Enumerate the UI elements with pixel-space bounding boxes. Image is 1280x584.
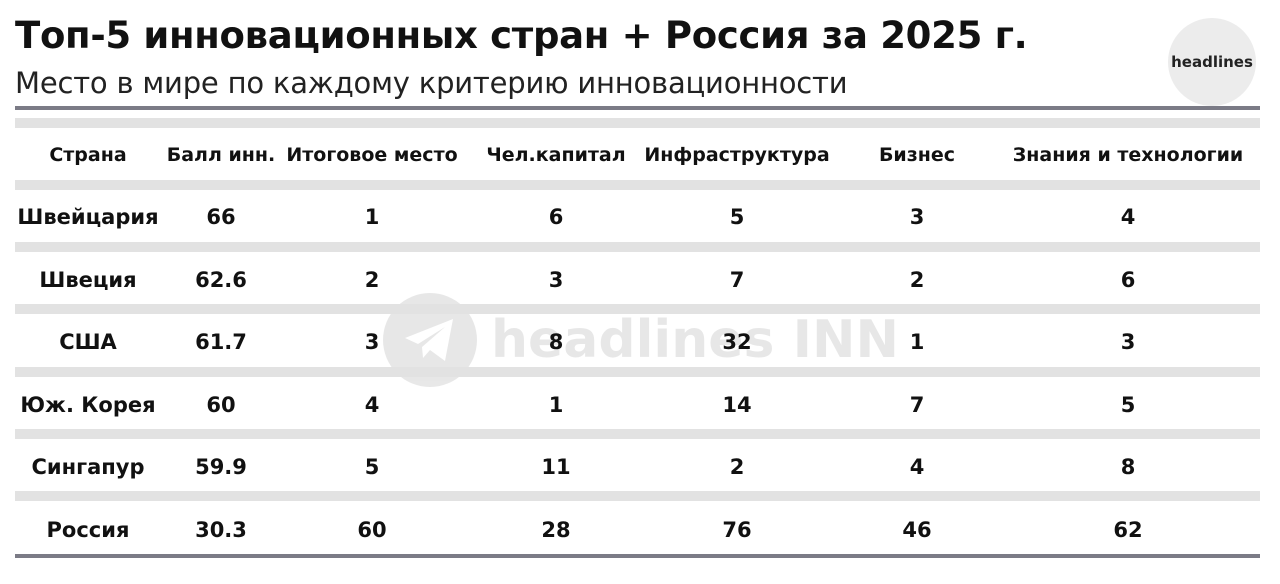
- table-cell: 62.6: [195, 268, 247, 292]
- table-cell: 61.7: [195, 330, 247, 354]
- page-title: Топ-5 инновационных стран + Россия за 20…: [15, 14, 1028, 57]
- country-name: Сингапур: [31, 455, 145, 479]
- table-cell: 8: [548, 330, 564, 354]
- row-separator: [15, 118, 1260, 128]
- table-cell: 5: [364, 455, 380, 479]
- table-cell: 46: [902, 518, 932, 542]
- column-header: Чел.капитал: [486, 144, 626, 166]
- table-cell: 6: [548, 205, 564, 229]
- table-cell: 28: [541, 518, 571, 542]
- country-name: США: [59, 330, 117, 354]
- table-cell: 3: [1120, 330, 1136, 354]
- row-separator: [15, 304, 1260, 314]
- table-cell: 14: [722, 393, 752, 417]
- table-cell: 11: [541, 455, 571, 479]
- table-cell: 60: [357, 518, 387, 542]
- table-cell: 3: [364, 330, 380, 354]
- page-subtitle: Место в мире по каждому критерию инновац…: [15, 66, 848, 100]
- table-cell: 2: [364, 268, 380, 292]
- country-name: Швеция: [39, 268, 137, 292]
- table-cell: 7: [729, 268, 745, 292]
- table-cell: 1: [364, 205, 380, 229]
- table-cell: 1: [548, 393, 564, 417]
- country-name: Россия: [46, 518, 130, 542]
- table-cell: 7: [909, 393, 925, 417]
- table-cell: 4: [1120, 205, 1136, 229]
- headlines-logo: headlines: [1168, 18, 1256, 106]
- table-cell: 2: [729, 455, 745, 479]
- bottom-rule: [15, 554, 1260, 558]
- table-cell: 5: [1120, 393, 1136, 417]
- table-cell: 8: [1120, 455, 1136, 479]
- column-header: Знания и технологии: [1012, 144, 1244, 166]
- column-header: Итоговое место: [286, 144, 458, 166]
- table-cell: 1: [909, 330, 925, 354]
- table-cell: 76: [722, 518, 752, 542]
- table-cell: 30.3: [195, 518, 247, 542]
- country-name: Швейцария: [17, 205, 159, 229]
- row-separator: [15, 367, 1260, 377]
- row-separator: [15, 242, 1260, 252]
- table-cell: 4: [909, 455, 925, 479]
- column-header: Страна: [49, 144, 127, 166]
- column-header: Инфраструктура: [644, 144, 830, 166]
- table-cell: 59.9: [195, 455, 247, 479]
- row-separator: [15, 429, 1260, 439]
- table-cell: 62: [1113, 518, 1143, 542]
- row-separator: [15, 180, 1260, 190]
- table-cell: 66: [206, 205, 236, 229]
- table-cell: 3: [909, 205, 925, 229]
- column-header: Бизнес: [878, 144, 956, 166]
- table-cell: 3: [548, 268, 564, 292]
- table-cell: 2: [909, 268, 925, 292]
- top-rule: [15, 106, 1260, 110]
- column-header: Балл инн.: [166, 144, 276, 166]
- country-name: Юж. Корея: [20, 393, 156, 417]
- table-cell: 32: [722, 330, 752, 354]
- table-cell: 6: [1120, 268, 1136, 292]
- logo-text: headlines: [1171, 53, 1253, 71]
- table-cell: 60: [206, 393, 236, 417]
- table-cell: 4: [364, 393, 380, 417]
- row-separator: [15, 491, 1260, 501]
- table-cell: 5: [729, 205, 745, 229]
